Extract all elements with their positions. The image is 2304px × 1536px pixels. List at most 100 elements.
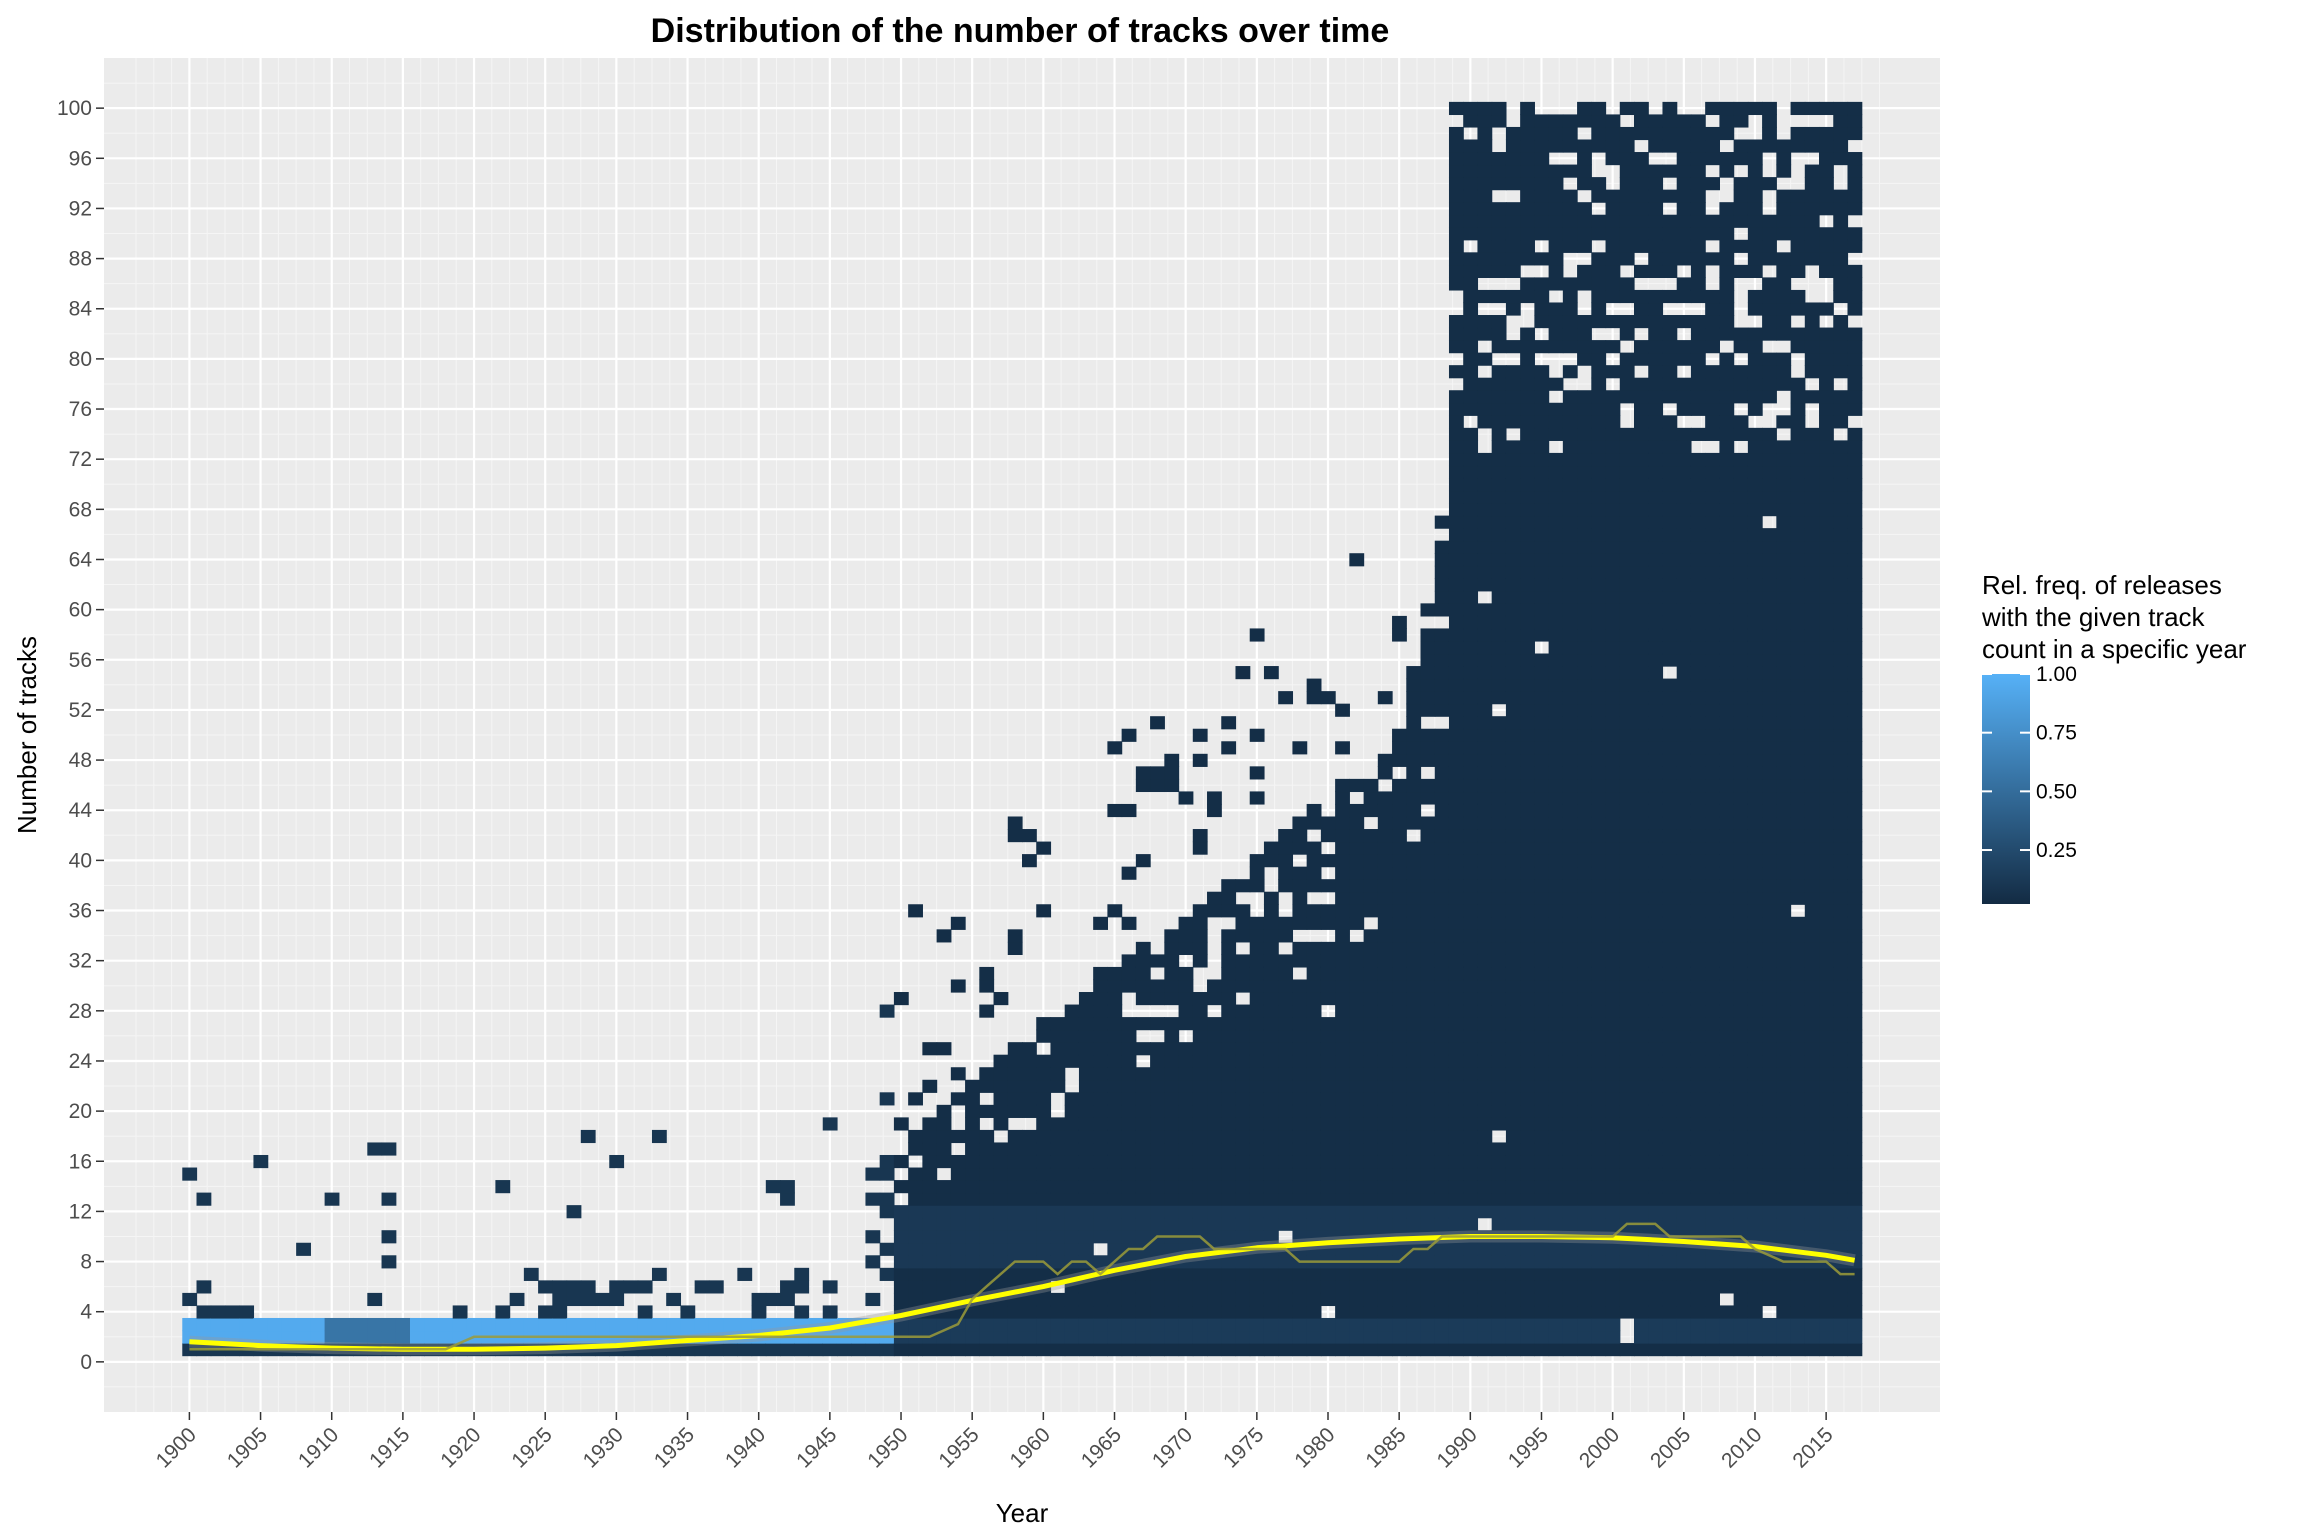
heatmap-cell — [1690, 841, 1706, 855]
heatmap-cell — [1377, 1167, 1393, 1181]
heatmap-cell — [1705, 340, 1720, 354]
heatmap-cell — [1463, 264, 1479, 278]
heatmap-cell — [1634, 703, 1649, 717]
heatmap-cell — [1150, 1042, 1165, 1056]
heatmap-cell — [965, 1230, 980, 1244]
heatmap-cell — [1448, 954, 1464, 968]
heatmap-cell — [1577, 1330, 1592, 1344]
heatmap-cell — [1690, 1167, 1706, 1181]
heatmap-cell — [1591, 1067, 1607, 1081]
heatmap-cell — [1762, 1280, 1777, 1294]
heatmap-cell — [1804, 1292, 1820, 1307]
heatmap-cell — [1847, 803, 1863, 818]
heatmap-cell — [1705, 966, 1720, 981]
heatmap-cell — [879, 1242, 895, 1256]
heatmap-cell — [1591, 540, 1607, 554]
heatmap-cell — [1619, 1292, 1635, 1307]
heatmap-cell — [1819, 1280, 1834, 1294]
heatmap-cell — [1534, 653, 1550, 667]
heatmap-cell — [1705, 816, 1720, 830]
heatmap-cell — [1377, 941, 1393, 955]
heatmap-cell — [1420, 866, 1436, 880]
heatmap-cell — [965, 1205, 980, 1219]
heatmap-cell — [1847, 816, 1863, 830]
heatmap-cell — [1648, 139, 1664, 153]
heatmap-cell — [1562, 440, 1578, 454]
heatmap-cell — [1562, 327, 1578, 341]
heatmap-cell — [1662, 1280, 1678, 1294]
trend-lines — [189, 1222, 1856, 1356]
heatmap-cell — [1591, 929, 1607, 943]
heatmap-cell — [1377, 803, 1393, 818]
heatmap-cell — [1790, 1280, 1806, 1294]
heatmap-cell — [1505, 716, 1521, 730]
heatmap-cell — [1690, 528, 1706, 542]
heatmap-cell — [1235, 666, 1251, 680]
heatmap-cell — [1477, 1129, 1493, 1144]
heatmap-cell — [1833, 565, 1849, 579]
heatmap-cell — [1790, 866, 1806, 880]
heatmap-cell — [1520, 252, 1535, 266]
heatmap-cell — [1776, 1230, 1792, 1244]
heatmap-cell — [1662, 866, 1678, 880]
heatmap-cell — [1448, 841, 1464, 855]
heatmap-cell — [1363, 1017, 1379, 1031]
heatmap-cell — [1819, 1154, 1834, 1169]
heatmap-cell — [680, 1317, 696, 1332]
heatmap-cell — [1420, 966, 1436, 981]
heatmap-cell — [950, 1242, 966, 1256]
heatmap-cell — [1477, 816, 1493, 830]
heatmap-cell — [1676, 866, 1692, 880]
heatmap-cell — [1733, 139, 1749, 153]
heatmap-cell — [1790, 979, 1806, 993]
heatmap-cell — [1448, 227, 1464, 241]
heatmap-cell — [1690, 465, 1706, 479]
heatmap-cell — [1605, 941, 1621, 955]
heatmap-cell — [1520, 189, 1535, 203]
heatmap-cell — [1320, 941, 1336, 955]
heatmap-cell — [1534, 540, 1550, 554]
heatmap-cell — [1192, 1129, 1208, 1144]
heatmap-cell — [1833, 315, 1849, 329]
heatmap-cell — [1392, 879, 1407, 893]
heatmap-cell — [1392, 803, 1407, 818]
heatmap-cell — [1491, 402, 1507, 416]
heatmap-cell — [1733, 590, 1749, 604]
heatmap-cell — [1007, 1267, 1023, 1281]
heatmap-cell — [1605, 277, 1621, 291]
heatmap-cell — [1448, 1192, 1464, 1206]
heatmap-cell — [1662, 1029, 1678, 1043]
heatmap-cell — [922, 1255, 938, 1269]
heatmap-cell — [908, 1180, 923, 1194]
heatmap-cell — [1562, 866, 1578, 880]
heatmap-cell — [1833, 979, 1849, 993]
heatmap-cell — [566, 1205, 582, 1219]
heatmap-cell — [1747, 202, 1763, 216]
heatmap-cell — [1676, 1042, 1692, 1056]
heatmap-cell — [1534, 139, 1550, 153]
heatmap-cell — [1278, 854, 1294, 868]
heatmap-cell — [1833, 528, 1849, 542]
heatmap-cell — [893, 1280, 909, 1294]
heatmap-cell — [1520, 741, 1535, 755]
heatmap-cell — [1477, 402, 1493, 416]
heatmap-cell — [552, 1280, 568, 1294]
heatmap-cell — [1505, 289, 1521, 304]
heatmap-cell — [1648, 1054, 1664, 1068]
heatmap-cell — [1591, 829, 1607, 843]
heatmap-cell — [1377, 1029, 1393, 1043]
heatmap-cell — [1648, 415, 1664, 429]
heatmap-cell — [1634, 340, 1649, 354]
heatmap-cell — [1448, 703, 1464, 717]
heatmap-cell — [1263, 1305, 1279, 1319]
heatmap-cell — [1292, 841, 1308, 855]
heatmap-cell — [1463, 277, 1479, 291]
heatmap-cell — [1762, 477, 1777, 492]
heatmap-cell — [1648, 1330, 1664, 1344]
heatmap-cell — [1306, 954, 1322, 968]
heatmap-cell — [1150, 992, 1165, 1006]
heatmap-cell — [1733, 1029, 1749, 1043]
heatmap-cell — [1804, 916, 1820, 930]
heatmap-cell — [1392, 1330, 1407, 1344]
heatmap-cell — [538, 1305, 553, 1319]
